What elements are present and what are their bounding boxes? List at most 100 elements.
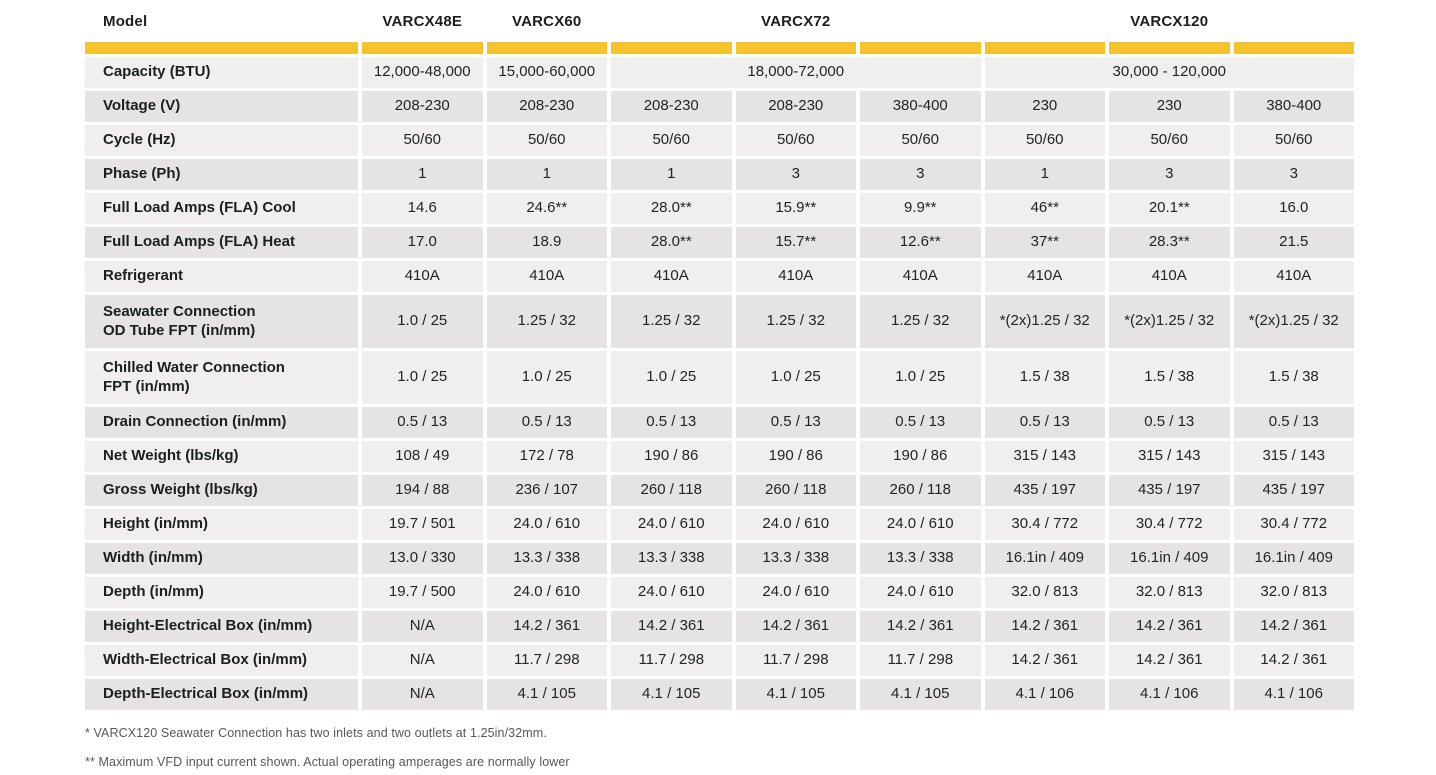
spec-cell: 410A [486, 261, 607, 292]
spec-cell: 13.0 / 330 [362, 543, 483, 574]
accent-bar-segment [486, 42, 607, 54]
footnote: * VARCX120 Seawater Connection has two i… [85, 726, 547, 740]
spec-cell: 410A [611, 261, 732, 292]
spec-cell: 30,000 - 120,000 [984, 57, 1354, 88]
column-header-varcx48e: VARCX48E [382, 12, 463, 30]
accent-bar-segment [735, 42, 856, 54]
spec-cell: 410A [984, 261, 1105, 292]
spec-cell: 18,000-72,000 [611, 57, 981, 88]
spec-cell: 435 / 197 [1233, 475, 1354, 506]
spec-cell: 14.2 / 361 [1233, 611, 1354, 642]
spec-cell: 50/60 [735, 125, 856, 156]
table-header-row: Model VARCX48E VARCX60 VARCX72 VARCX120 [85, 8, 1354, 34]
spec-cell: 0.5 / 13 [1233, 407, 1354, 438]
spec-cell: 4.1 / 105 [735, 679, 856, 710]
spec-sheet-page: Model VARCX48E VARCX60 VARCX72 VARCX120 Capa… [85, 8, 1354, 710]
spec-cell: 30.4 / 772 [984, 509, 1105, 540]
spec-cell: 28.3** [1109, 227, 1230, 258]
spec-cell: N/A [362, 611, 483, 642]
spec-cell: 28.0** [611, 227, 732, 258]
spec-cell: 435 / 197 [984, 475, 1105, 506]
spec-cell: 0.5 / 13 [362, 407, 483, 438]
spec-cell: 0.5 / 13 [860, 407, 981, 438]
spec-cell: 15.7** [735, 227, 856, 258]
spec-cell: 37** [984, 227, 1105, 258]
spec-cell: 13.3 / 338 [860, 543, 981, 574]
table-row: Drain Connection (in/mm) 0.5 / 13 0.5 / 13… [85, 407, 1354, 438]
spec-cell: 3 [860, 159, 981, 190]
spec-cell: 1.0 / 25 [362, 351, 483, 404]
spec-cell: 50/60 [984, 125, 1105, 156]
spec-cell: 0.5 / 13 [486, 407, 607, 438]
spec-cell: 11.7 / 298 [735, 645, 856, 676]
spec-cell: 50/60 [611, 125, 732, 156]
spec-cell: 9.9** [860, 193, 981, 224]
spec-cell: 380-400 [1233, 91, 1354, 122]
spec-cell: 11.7 / 298 [860, 645, 981, 676]
row-label: Capacity (BTU) [85, 57, 358, 88]
spec-cell: 194 / 88 [362, 475, 483, 506]
spec-cell: 1.5 / 38 [1109, 351, 1230, 404]
spec-cell: 410A [735, 261, 856, 292]
spec-cell: 14.2 / 361 [1109, 645, 1230, 676]
spec-cell: 24.0 / 610 [486, 577, 607, 608]
spec-cell: 50/60 [486, 125, 607, 156]
spec-cell: 12,000-48,000 [362, 57, 483, 88]
spec-cell: 230 [984, 91, 1105, 122]
spec-cell: 315 / 143 [1109, 441, 1230, 472]
accent-bar-segment [1109, 42, 1230, 54]
table-row: Depth-Electrical Box (in/mm) N/A 4.1 / 105… [85, 679, 1354, 710]
table-body: Capacity (BTU) 12,000-48,000 15,000-60,000… [85, 57, 1354, 710]
spec-cell: 1.0 / 25 [611, 351, 732, 404]
spec-cell: 30.4 / 772 [1233, 509, 1354, 540]
spec-cell: 20.1** [1109, 193, 1230, 224]
row-label: Width-Electrical Box (in/mm) [85, 645, 358, 676]
row-label: Chilled Water Connection FPT (in/mm) [85, 351, 358, 404]
spec-cell: 15,000-60,000 [486, 57, 607, 88]
spec-cell: 3 [1109, 159, 1230, 190]
table-row: Gross Weight (lbs/kg) 194 / 88 236 / 107 26… [85, 475, 1354, 506]
spec-cell: 24.6** [486, 193, 607, 224]
spec-cell: 1.5 / 38 [984, 351, 1105, 404]
spec-cell: 11.7 / 298 [486, 645, 607, 676]
footnote: ** Maximum VFD input current shown. Actu… [85, 755, 570, 769]
spec-cell: 24.0 / 610 [735, 577, 856, 608]
spec-cell: 32.0 / 813 [984, 577, 1105, 608]
spec-cell: 3 [735, 159, 856, 190]
spec-cell: 19.7 / 500 [362, 577, 483, 608]
spec-cell: 1 [486, 159, 607, 190]
table-row: Full Load Amps (FLA) Cool 14.6 24.6** 28.0*… [85, 193, 1354, 224]
row-label: Gross Weight (lbs/kg) [85, 475, 358, 506]
spec-cell: 16.1in / 409 [1233, 543, 1354, 574]
spec-cell: 50/60 [1109, 125, 1230, 156]
spec-cell: 24.0 / 610 [860, 509, 981, 540]
row-label: Seawater Connection OD Tube FPT (in/mm) [85, 295, 358, 348]
accent-bar-segment [611, 42, 732, 54]
spec-cell: 14.2 / 361 [486, 611, 607, 642]
spec-cell: 14.2 / 361 [1233, 645, 1354, 676]
accent-bar-segment [860, 42, 981, 54]
spec-cell: 4.1 / 106 [1233, 679, 1354, 710]
spec-cell: 11.7 / 298 [611, 645, 732, 676]
spec-cell: 13.3 / 338 [611, 543, 732, 574]
spec-cell: 190 / 86 [735, 441, 856, 472]
spec-cell: 435 / 197 [1109, 475, 1230, 506]
spec-cell: 0.5 / 13 [611, 407, 732, 438]
spec-cell: 24.0 / 610 [860, 577, 981, 608]
spec-cell: 0.5 / 13 [735, 407, 856, 438]
spec-cell: 1.5 / 38 [1233, 351, 1354, 404]
spec-cell: 380-400 [860, 91, 981, 122]
table-row: Capacity (BTU) 12,000-48,000 15,000-60,000… [85, 57, 1354, 88]
spec-cell: 410A [362, 261, 483, 292]
spec-cell: 14.6 [362, 193, 483, 224]
spec-cell: 24.0 / 610 [611, 509, 732, 540]
spec-cell: 3 [1233, 159, 1354, 190]
table-row: Chilled Water Connection FPT (in/mm) 1.0 … [85, 351, 1354, 404]
spec-cell: 21.5 [1233, 227, 1354, 258]
row-label: Cycle (Hz) [85, 125, 358, 156]
spec-cell: 32.0 / 813 [1233, 577, 1354, 608]
table-row: Seawater Connection OD Tube FPT (in/mm) 1… [85, 295, 1354, 348]
spec-cell: 108 / 49 [362, 441, 483, 472]
table-row: Phase (Ph) 1 1 1 3 3 1 3 3 [85, 159, 1354, 190]
spec-cell: 208-230 [611, 91, 732, 122]
